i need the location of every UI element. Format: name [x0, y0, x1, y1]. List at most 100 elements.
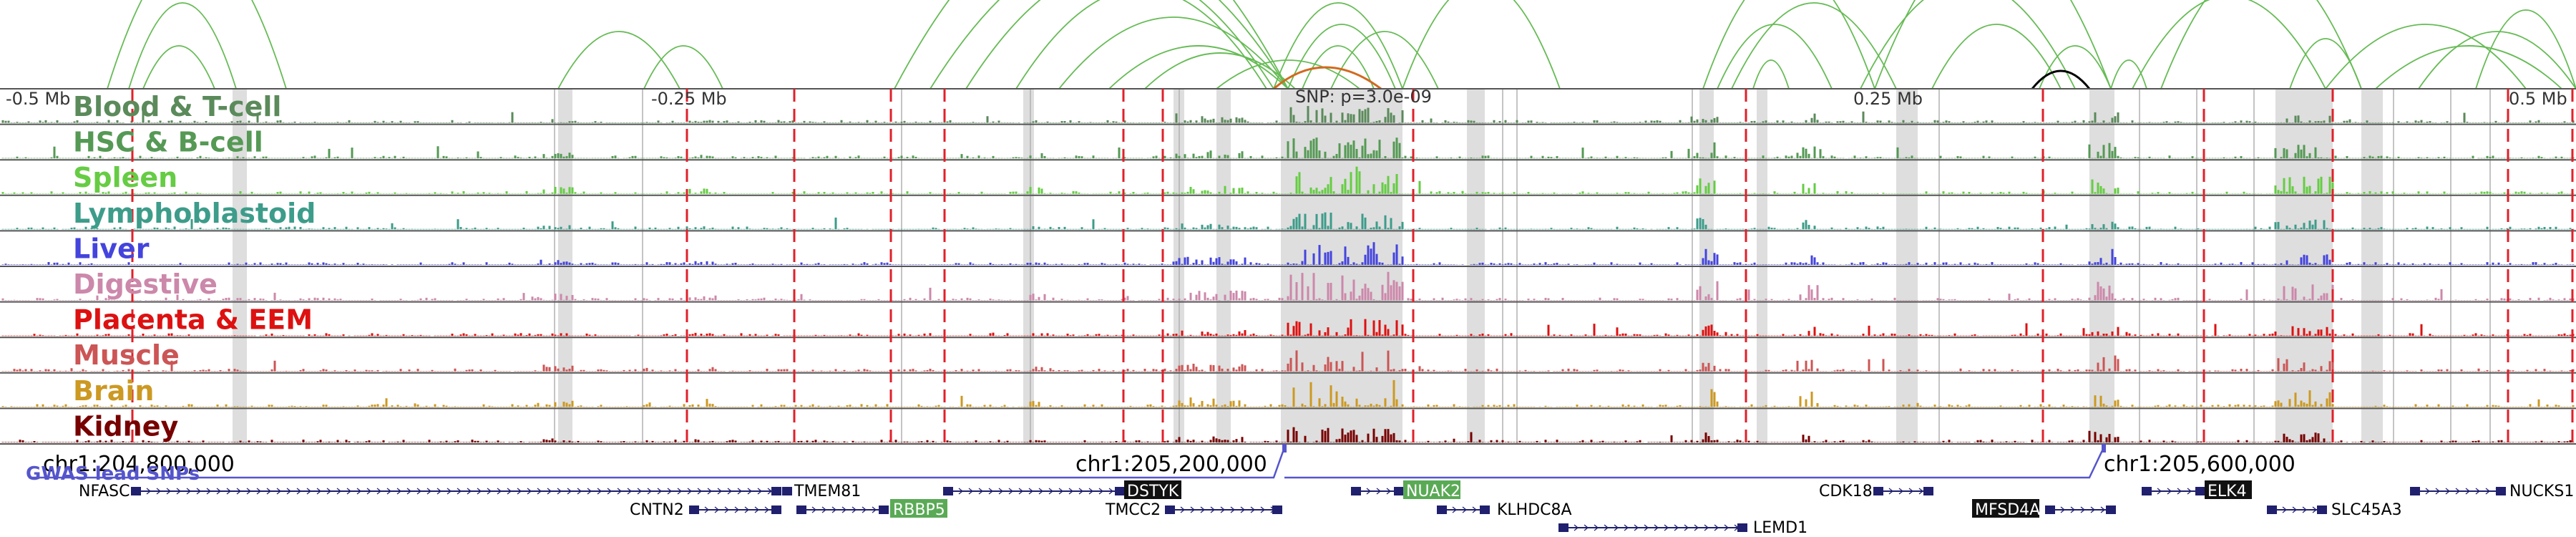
track-label: Kidney	[73, 410, 178, 442]
interaction-arc	[2110, 59, 2147, 90]
interaction-arc	[107, 0, 287, 90]
gwas-snp-marker	[2102, 444, 2106, 453]
gwas-snp-marker	[1282, 444, 1287, 453]
interaction-arc	[1860, 0, 2076, 90]
track-label: Digestive	[73, 268, 218, 300]
gwas-lead-snps-track	[29, 444, 2106, 479]
gene-label: CNTN2	[630, 501, 684, 519]
scale-label-minus-half: -0.5 Mb	[6, 89, 70, 109]
interaction-arc	[557, 31, 680, 90]
track-label: HSC & B-cell	[73, 127, 263, 158]
interaction-arc	[930, 0, 1289, 90]
gene-mfsd4a: MFSD4A	[1972, 499, 2116, 519]
interaction-arc	[1273, 2, 1403, 90]
interaction-arc	[2039, 45, 2112, 90]
interaction-arc-highlighted	[1273, 66, 1382, 90]
track-signal	[1, 106, 2575, 123]
track-signal	[1, 350, 2575, 372]
interaction-arc	[1330, 31, 1439, 90]
interaction-arc	[1717, 24, 1833, 90]
track-signal	[1, 319, 2575, 337]
interaction-arc	[2475, 9, 2576, 90]
interaction-arc	[965, 0, 1274, 90]
track-signal	[1, 242, 2575, 265]
track-signal	[1, 212, 2575, 230]
gene-label: LEMD1	[1753, 519, 1807, 537]
interaction-arc	[128, 2, 237, 90]
interaction-arc	[894, 0, 1289, 90]
interaction-arc	[1287, 24, 1396, 90]
gene-nuak2: NUAK2	[1351, 480, 1460, 500]
gene-label: TMCC2	[1105, 501, 1161, 519]
track-label: Liver	[73, 233, 150, 264]
gene-slc45a3: SLC45A3	[2267, 501, 2402, 519]
track-label: Brain	[73, 375, 154, 407]
gene-nfasc: NFASC	[79, 483, 781, 500]
interaction-arc	[1058, 16, 1289, 90]
gwas-link-line	[29, 447, 1286, 479]
interaction-arc	[2418, 31, 2576, 90]
interaction-arc	[2325, 24, 2527, 90]
scale-label-plus-half: 0.5 Mb	[2509, 89, 2567, 109]
gene-nucks1: NUCKS1	[2410, 483, 2574, 500]
gene-cdk18: CDK18	[1819, 483, 1933, 500]
scale-label-minus-quarter: -0.25 Mb	[651, 89, 727, 109]
track-signal	[1, 271, 2575, 301]
interaction-arc	[2132, 0, 2326, 90]
gene-klhdc8a: KLHDC8A	[1437, 501, 1572, 519]
chromatin-interaction-arcs	[107, 0, 2576, 90]
interaction-arc	[2375, 45, 2562, 90]
interaction-arc	[2289, 38, 2362, 90]
interaction-arc	[2160, 0, 2362, 90]
gene-tmcc2: TMCC2	[1105, 501, 1282, 519]
signal-tracks	[0, 88, 2576, 445]
snp-label: SNP: p=3.0e-09	[1295, 87, 1432, 107]
track-labels: Blood & T-cell HSC & B-cell Spleen Lymphobl…	[73, 91, 316, 442]
gene-tmem81: TMEM81	[782, 483, 861, 500]
interaction-arc	[1216, 59, 1360, 90]
interaction-arc	[1702, 0, 1875, 90]
gene-dstyk: DSTYK	[943, 480, 1181, 500]
interaction-arc	[142, 45, 215, 90]
interaction-arc	[1302, 45, 1375, 90]
gene-label: TMEM81	[794, 483, 861, 500]
gene-cntn2: CNTN2	[630, 501, 781, 519]
track-label: Lymphoblastoid	[73, 198, 316, 229]
gene-label: NUAK2	[1406, 483, 1460, 500]
interaction-arc	[643, 45, 723, 90]
gene-label: KLHDC8A	[1497, 501, 1572, 519]
interaction-arc	[1752, 59, 1790, 90]
track-label: Spleen	[73, 162, 177, 193]
interaction-arc	[1931, 24, 2062, 90]
gwas-link-line	[1284, 447, 2105, 479]
interaction-arc	[1108, 45, 1289, 90]
track-label: Blood & T-cell	[73, 91, 281, 122]
track-signal	[1, 427, 2575, 442]
gene-label: ELK4	[2207, 483, 2247, 500]
interaction-arc-dark	[2031, 69, 2091, 90]
track-label: Placenta & EEM	[73, 304, 313, 336]
coordinate-label-center: chr1:205,200,000	[1075, 452, 1267, 477]
gene-label: NUCKS1	[2509, 483, 2574, 500]
coordinate-row: chr1:204,800,000 chr1:205,200,000 chr1:2…	[43, 452, 2296, 477]
gene-lemd1: LEMD1	[1558, 519, 1807, 537]
gene-label: MFSD4A	[1975, 501, 2040, 519]
interaction-arc	[1874, 0, 2112, 90]
gene-label: RBBP5	[893, 501, 945, 519]
gene-label: DSTYK	[1127, 483, 1179, 500]
gene-elk4: ELK4	[2142, 480, 2252, 500]
gene-rbbp5: RBBP5	[796, 499, 947, 519]
track-signal	[1, 137, 2575, 159]
track-label: Muscle	[73, 339, 180, 371]
scale-label-plus-quarter: 0.25 Mb	[1853, 89, 1923, 109]
track-signal	[1, 166, 2575, 194]
interaction-arc	[1402, 0, 1561, 90]
interaction-arc	[1144, 52, 1296, 90]
gene-label: CDK18	[1819, 483, 1873, 500]
gwas-lead-snps-label: GWAS lead SNPs	[26, 463, 200, 485]
gene-label: NFASC	[79, 483, 130, 500]
track-signal	[1, 379, 2575, 407]
coordinate-label-right: chr1:205,600,000	[2104, 452, 2296, 477]
